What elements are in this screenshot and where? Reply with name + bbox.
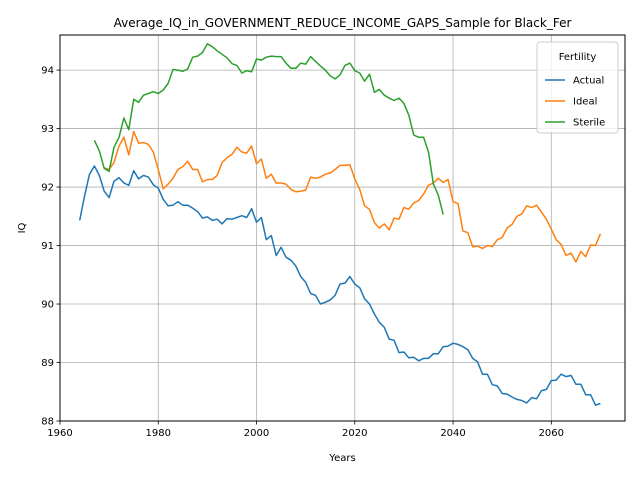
- x-tick-label: 2060: [539, 428, 564, 439]
- grid-lines: [59, 35, 625, 422]
- series-line-actual: [78, 165, 601, 406]
- chart-title: Average_IQ_in_GOVERNMENT_REDUCE_INCOME_G…: [114, 16, 572, 30]
- y-tick-label: 91: [41, 241, 54, 252]
- axis-ticks: 1960 1980 2000 2020 2040 2060 88 89 90 91 92 93 94: [41, 66, 564, 439]
- legend-label-actual: Actual: [573, 76, 604, 87]
- x-tick-label: 2040: [440, 428, 465, 439]
- x-tick-label: 2000: [244, 428, 269, 439]
- legend-label-ideal: Ideal: [573, 97, 597, 108]
- legend-title: Fertility: [559, 52, 597, 63]
- y-axis-label: IQ: [17, 222, 28, 233]
- series-line-sterile: [93, 43, 444, 215]
- x-axis-label: Years: [328, 453, 355, 464]
- y-tick-label: 90: [41, 300, 54, 311]
- x-tick-label: 1960: [47, 428, 72, 439]
- y-tick-label: 93: [41, 124, 54, 135]
- y-tick-label: 89: [41, 358, 54, 369]
- legend-label-sterile: Sterile: [573, 118, 605, 129]
- plot-frame: [59, 34, 626, 422]
- y-tick-label: 94: [41, 66, 54, 77]
- series-line-ideal: [103, 130, 602, 263]
- y-tick-label: 88: [41, 417, 54, 428]
- x-tick-label: 2020: [342, 428, 367, 439]
- y-tick-label: 92: [41, 183, 54, 194]
- legend: Fertility Actual Ideal Sterile: [536, 41, 619, 134]
- series-lines: [78, 43, 602, 406]
- x-tick-label: 1980: [146, 428, 171, 439]
- legend-box: [536, 41, 619, 134]
